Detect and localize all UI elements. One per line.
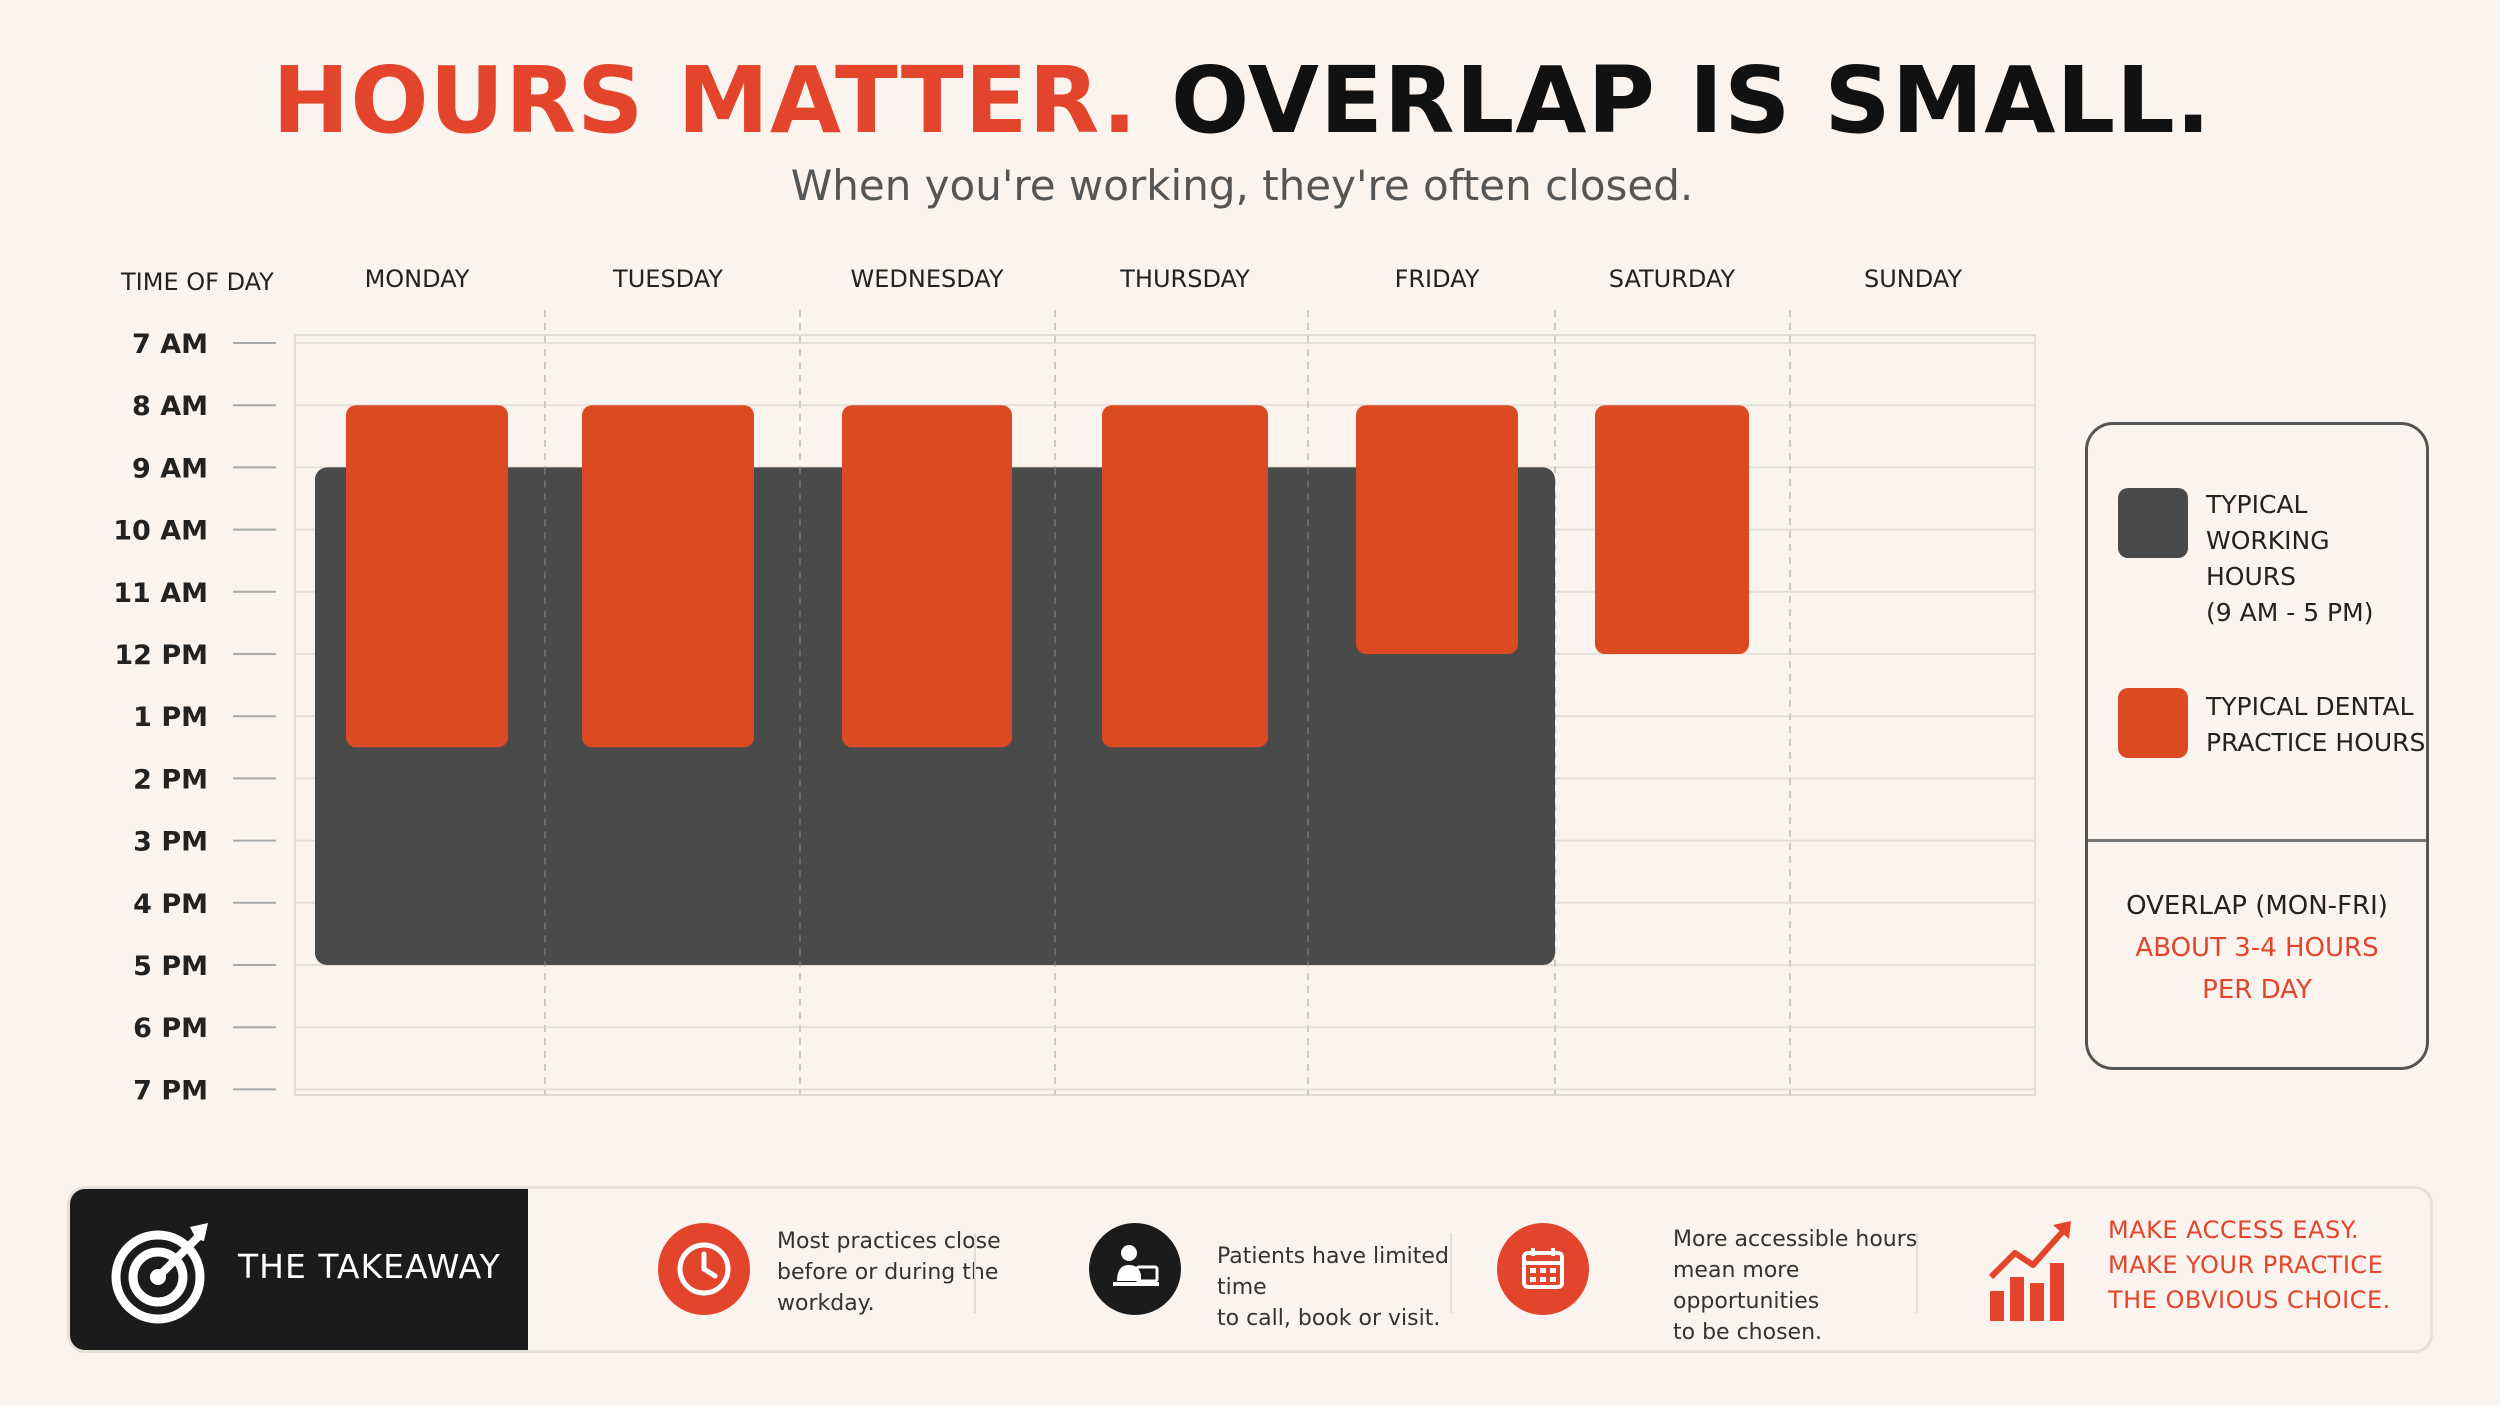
legend-working-line-3: (9 AM - 5 PM): [2206, 598, 2374, 627]
time-tick-label: 8 AM: [132, 391, 208, 422]
dental-hours-bar: [1356, 405, 1518, 654]
title-part-2: OVERLAP IS SMALL.: [1171, 47, 2212, 154]
person-at-laptop-icon: [1089, 1223, 1181, 1315]
takeaway-heading: THE TAKEAWAY: [238, 1247, 501, 1286]
day-label: TUESDAY: [612, 265, 723, 293]
legend-working-line-2: WORKING HOURS: [2206, 526, 2330, 591]
overlap-title: OVERLAP (MON-FRI): [2126, 891, 2388, 921]
dental-hours-bar: [842, 405, 1012, 748]
time-tick-label: 3 PM: [133, 827, 208, 858]
cta-line-3: THE OBVIOUS CHOICE.: [2108, 1286, 2391, 1314]
takeaway-item-3-line-3: to be chosen.: [1673, 1320, 1823, 1345]
title-part-1: HOURS MATTER.: [272, 47, 1138, 154]
day-label: FRIDAY: [1395, 265, 1480, 293]
dental-hours-bar: [1595, 405, 1749, 654]
time-tick-label: 11 AM: [113, 578, 208, 609]
time-tick-label: 7 PM: [133, 1075, 208, 1106]
day-label: SUNDAY: [1864, 265, 1962, 293]
time-tick-label: 4 PM: [133, 889, 208, 920]
takeaway-separator: [974, 1233, 976, 1313]
time-tick-label: 9 AM: [132, 453, 208, 484]
dental-hours-bar: [582, 405, 754, 748]
takeaway-bar: THE TAKEAWAY Most practices close before…: [67, 1186, 2433, 1353]
legend: TYPICAL WORKING HOURS (9 AM - 5 PM) TYPI…: [2085, 422, 2429, 1070]
time-tick-label: 7 AM: [132, 329, 208, 360]
takeaway-cta: MAKE ACCESS EASY. MAKE YOUR PRACTICE THE…: [2108, 1213, 2391, 1318]
overlap-value-line-2: PER DAY: [2202, 975, 2312, 1005]
legend-divider: [2088, 839, 2426, 842]
time-tick-label: 12 PM: [114, 640, 208, 671]
calendar-icon: [1497, 1223, 1589, 1315]
takeaway-item-1-text: Most practices close before or during th…: [777, 1226, 1001, 1319]
day-label: THURSDAY: [1119, 265, 1250, 293]
takeaway-item-2-line-2: to call, book or visit.: [1217, 1306, 1441, 1331]
takeaway-item-3-text: More accessible hours mean more opportun…: [1673, 1224, 1940, 1348]
legend-swatch-working: [2118, 488, 2188, 558]
cta-line-2: MAKE YOUR PRACTICE: [2108, 1251, 2384, 1279]
y-axis-title: TIME OF DAY: [120, 268, 274, 296]
takeaway-item-1-line-3: workday.: [777, 1291, 875, 1316]
dental-hours-bar: [346, 405, 508, 748]
takeaway-separator: [1916, 1233, 1918, 1313]
takeaway-heading-block: THE TAKEAWAY: [70, 1189, 528, 1350]
legend-working-line-1: TYPICAL: [2206, 490, 2308, 519]
takeaway-separator: [1450, 1233, 1452, 1313]
takeaway-item-1-line-2: before or during the: [777, 1260, 999, 1285]
day-label: MONDAY: [365, 265, 470, 293]
legend-dental-line-2: PRACTICE HOURS: [2206, 728, 2426, 757]
takeaway-item-1-line-1: Most practices close: [777, 1229, 1001, 1254]
legend-label-working: TYPICAL WORKING HOURS (9 AM - 5 PM): [2206, 487, 2426, 631]
time-tick-label: 2 PM: [133, 764, 208, 795]
takeaway-item-3-line-2: mean more opportunities: [1673, 1258, 1820, 1314]
page-title: HOURS MATTER. OVERLAP IS SMALL.: [0, 46, 2484, 156]
takeaway-item-2: Patients have limited time to call, book…: [990, 1189, 1490, 1350]
time-tick-label: 10 AM: [113, 516, 208, 547]
day-label: SATURDAY: [1609, 265, 1736, 293]
legend-label-dental: TYPICAL DENTAL PRACTICE HOURS: [2206, 689, 2425, 761]
growth-chart-icon: [1988, 1221, 2071, 1321]
cta-line-1: MAKE ACCESS EASY.: [2108, 1216, 2360, 1244]
takeaway-item-2-line-1: Patients have limited time: [1217, 1244, 1449, 1300]
clock-icon: [658, 1223, 750, 1315]
legend-dental-line-1: TYPICAL DENTAL: [2206, 692, 2414, 721]
time-tick-label: 1 PM: [133, 702, 208, 733]
target-icon: [111, 1223, 208, 1324]
takeaway-item-1: Most practices close before or during th…: [590, 1189, 1030, 1350]
takeaway-item-3-line-1: More accessible hours: [1673, 1227, 1918, 1252]
time-tick-label: 6 PM: [133, 1013, 208, 1044]
page-subtitle: When you're working, they're often close…: [790, 161, 1694, 210]
time-tick-label: 5 PM: [133, 951, 208, 982]
legend-swatch-dental: [2118, 688, 2188, 758]
day-label: WEDNESDAY: [851, 265, 1004, 293]
takeaway-item-3: More accessible hours mean more opportun…: [1470, 1189, 1940, 1350]
overlap-value-line-1: ABOUT 3-4 HOURS: [2135, 933, 2379, 963]
dental-hours-bar: [1102, 405, 1268, 748]
takeaway-item-2-text: Patients have limited time to call, book…: [1217, 1241, 1490, 1334]
